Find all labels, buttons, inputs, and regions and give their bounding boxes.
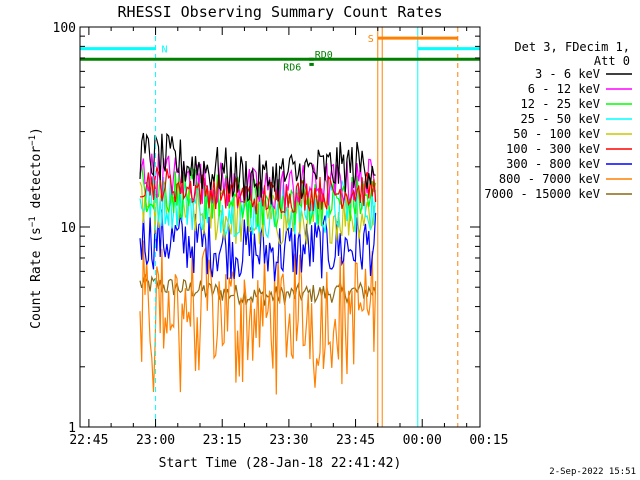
- legend-header-line-1: Det 3, FDecim 1,: [514, 40, 630, 54]
- plot-frame: [79, 26, 481, 428]
- legend-label-4: 25 - 50 keV: [521, 112, 600, 126]
- x-tick-label-6: 00:00: [403, 433, 442, 448]
- legend-label-7: 300 - 800 keV: [506, 157, 600, 171]
- x-tick-label-3: 23:15: [203, 433, 242, 448]
- x-tick-label-7: 00:15: [469, 433, 508, 448]
- axes-layer: 1 10 100 22:45 23:00 23:15 23:30 23:45 00:00 00:1…: [53, 21, 509, 448]
- legend-header-line-2: Att 0: [594, 54, 630, 68]
- x-tick-label-2: 23:00: [136, 433, 175, 448]
- footer-date: 2-Sep-2022 15:51: [549, 467, 636, 477]
- y-tick-label-3: 100: [53, 21, 76, 36]
- y-tick-label-2: 10: [60, 221, 76, 236]
- x-tick-label-5: 23:45: [336, 433, 375, 448]
- legend-label-6: 100 - 300 keV: [506, 142, 600, 156]
- series-line-5: [139, 177, 376, 245]
- annotation-label-1: N: [162, 45, 168, 56]
- annotation-label-5: RD0: [315, 50, 333, 61]
- legend-label-9: 7000 - 15000 keV: [484, 187, 600, 201]
- x-tick-label-4: 23:30: [269, 433, 308, 448]
- annotation-label-2: S: [368, 34, 374, 45]
- legend-label-8: 800 - 7000 keV: [499, 172, 600, 186]
- series-line-1: [139, 132, 376, 205]
- legend-label-5: 50 - 100 keV: [513, 127, 600, 141]
- annotation-label-6: RD6: [283, 62, 301, 73]
- series-line-8: [139, 240, 377, 395]
- y-axis-label: Count Rate (s−1 detector−1): [28, 127, 44, 329]
- annotation-layer: N S RD0 RD6: [79, 27, 481, 427]
- legend-label-1: 3 - 6 keV: [535, 67, 600, 81]
- chart-title: RHESSI Observing Summary Count Rates: [117, 3, 442, 21]
- legend-label-3: 12 - 25 keV: [521, 97, 600, 111]
- y-tick-label-1: 1: [68, 421, 76, 436]
- plot-data: [139, 132, 377, 395]
- x-axis-label: Start Time (28-Jan-18 22:41:42): [159, 456, 402, 471]
- x-tick-label-1: 22:45: [69, 433, 108, 448]
- legend-label-2: 6 - 12 keV: [528, 82, 600, 96]
